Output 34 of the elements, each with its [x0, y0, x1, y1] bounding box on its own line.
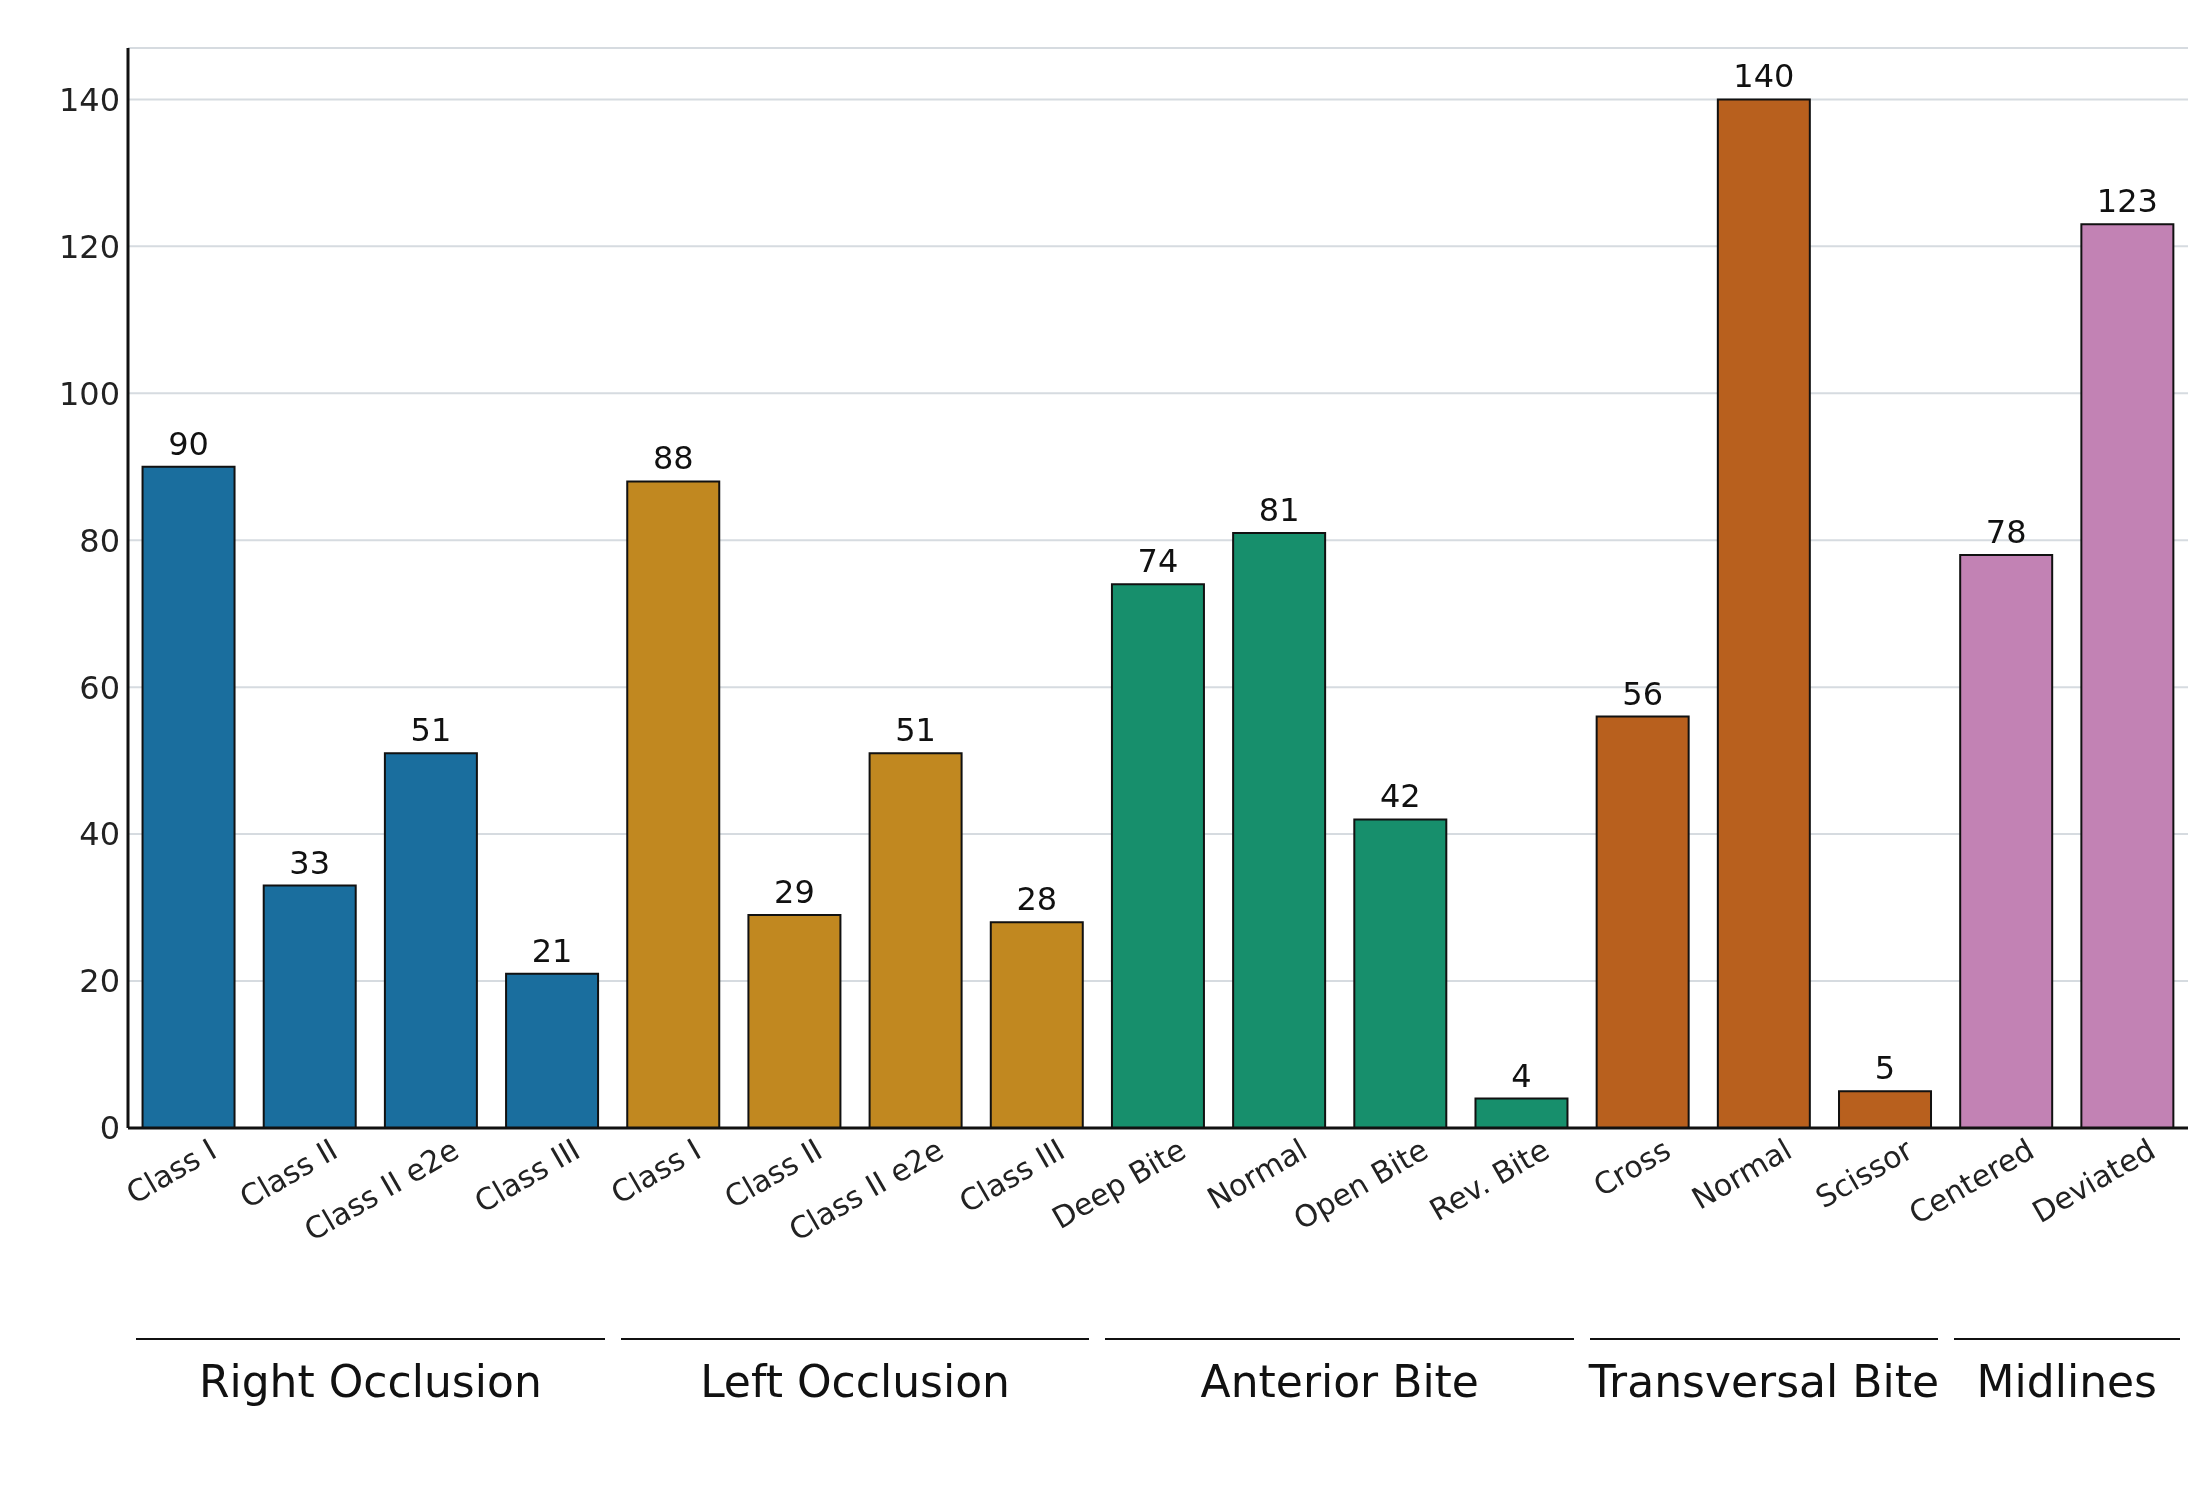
data-label: 51 — [895, 711, 936, 750]
data-label: 88 — [652, 439, 694, 478]
y-tick-label: 100 — [58, 374, 120, 413]
data-label: 28 — [1016, 880, 1058, 919]
y-tick-label: 60 — [79, 668, 120, 707]
y-tick-label: 140 — [58, 80, 120, 119]
y-tick-label: 20 — [79, 962, 120, 1001]
data-label: 78 — [1985, 512, 2027, 551]
x-tick-label: Cross — [1587, 1131, 1677, 1204]
y-tick-label: 40 — [79, 815, 120, 854]
data-label: 4 — [1511, 1056, 1532, 1095]
data-label: 81 — [1258, 490, 1300, 529]
data-label: 42 — [1379, 777, 1421, 816]
data-label: 5 — [1874, 1049, 1896, 1088]
y-tick-label: 80 — [79, 521, 120, 560]
y-tick-label: 120 — [58, 227, 120, 266]
data-label: 21 — [531, 931, 573, 970]
data-label: 33 — [289, 843, 331, 882]
data-label: 56 — [1622, 674, 1664, 713]
data-label: 90 — [168, 424, 209, 463]
data-label: 140 — [1733, 57, 1795, 96]
data-label: 29 — [774, 872, 815, 911]
text: Left Occlusion — [699, 1356, 1011, 1407]
x-tick-label: Class III — [468, 1131, 586, 1220]
text: Midlines — [1976, 1356, 2158, 1407]
y-tick-label: 0 — [99, 1109, 120, 1148]
x-tick-label: Class I — [120, 1131, 223, 1211]
data-label: 74 — [1137, 542, 1179, 581]
x-tick-label: Class I — [605, 1131, 707, 1211]
text: Transversal Bite — [1587, 1356, 1940, 1407]
text: Anterior Bite — [1200, 1356, 1479, 1407]
data-label: 51 — [410, 711, 452, 750]
data-label: 123 — [2096, 182, 2158, 221]
text: Right Occlusion — [197, 1356, 543, 1407]
